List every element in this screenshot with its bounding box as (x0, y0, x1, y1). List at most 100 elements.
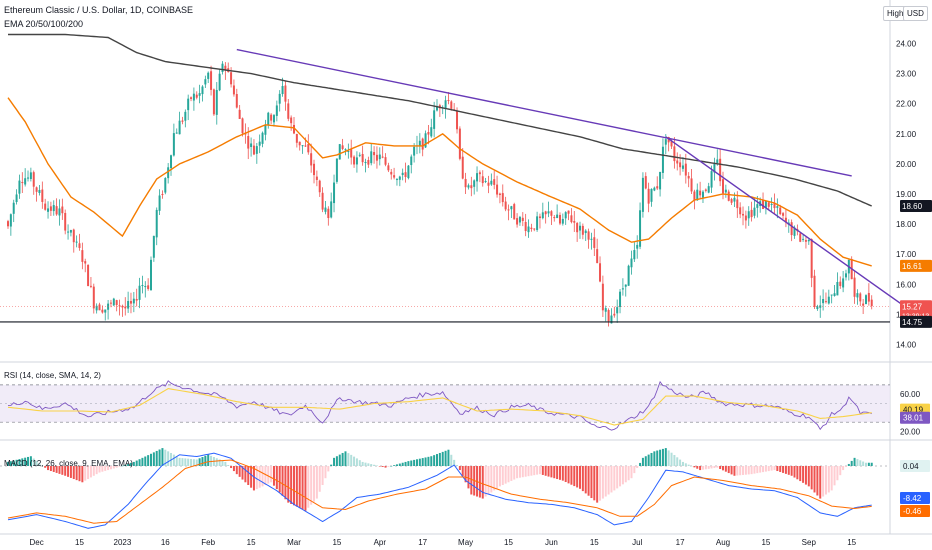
candle-up (579, 225, 581, 231)
macd-histogram-bar (195, 459, 198, 466)
candle-down (607, 310, 610, 322)
macd-histogram-bar (624, 466, 627, 483)
candle-down (736, 199, 739, 209)
time-tick-label: Jul (632, 538, 642, 547)
candle-up (398, 176, 401, 180)
macd-histogram-bar (272, 466, 275, 486)
time-tick-label: 15 (504, 538, 513, 547)
candle-up (473, 180, 476, 187)
rsi-label[interactable]: RSI (14, close, SMA, 14, 2) (4, 371, 101, 380)
macd-histogram-bar (581, 466, 584, 492)
macd-histogram-bar (190, 458, 193, 466)
candle-down (61, 206, 64, 214)
candle-down (72, 229, 75, 243)
macd-histogram-bar (298, 466, 301, 509)
macd-histogram-bar (192, 459, 195, 466)
candle-up (681, 165, 684, 169)
macd-histogram-bar (287, 466, 290, 503)
candle-down (684, 163, 687, 176)
candle-up (184, 111, 187, 121)
candle-up (756, 204, 759, 208)
macd-histogram-bar (496, 466, 499, 489)
macd-histogram-bar (35, 460, 38, 466)
candle-up (619, 291, 622, 307)
candle-down (224, 65, 227, 70)
candle-up (659, 171, 662, 190)
candle-down (321, 192, 324, 210)
macd-histogram-bar (89, 466, 92, 478)
macd-histogram-bar (353, 456, 356, 466)
candle-down (862, 303, 865, 306)
macd-histogram-bar (61, 466, 64, 475)
candle-up (624, 284, 627, 287)
candle-up (347, 151, 350, 153)
time-tick-label: Feb (201, 538, 215, 547)
candle-up (564, 212, 567, 219)
macd-histogram-bar (824, 466, 827, 495)
macd-value-tag (900, 492, 930, 504)
candle-down (521, 217, 524, 221)
candle-down (513, 204, 516, 220)
macd-histogram-bar (270, 466, 273, 483)
candle-up (281, 86, 284, 95)
macd-pane[interactable]: MACD (12, 26, close, 9, EMA, EMA) (0, 448, 890, 529)
candle-up (424, 133, 427, 148)
candle-up (836, 282, 839, 296)
macd-histogram-bar (521, 466, 524, 478)
candle-down (32, 172, 35, 187)
candle-down (596, 249, 599, 264)
macd-histogram-bar (207, 454, 210, 466)
candle-down (78, 243, 81, 248)
candle-down (470, 185, 473, 189)
candle-up (407, 165, 410, 179)
macd-histogram-bar (241, 466, 244, 480)
macd-histogram-bar (278, 466, 281, 493)
candle-down (750, 209, 753, 218)
candle-down (613, 313, 616, 316)
candle-down (742, 213, 745, 216)
ema-indicator-label[interactable]: EMA 20/50/100/200 (4, 19, 84, 29)
macd-histogram-bar (630, 466, 633, 479)
macd-histogram-bar (198, 458, 201, 466)
ema200-tag-label: 18.60 (902, 202, 923, 211)
price-pane[interactable] (0, 33, 904, 327)
currency-button[interactable]: USD (903, 6, 928, 21)
macd-histogram-bar (421, 458, 424, 466)
candle-up (776, 206, 779, 208)
macd-histogram-bar (710, 466, 713, 469)
candle-up (344, 149, 347, 151)
candle-down (487, 182, 490, 186)
macd-histogram-bar (9, 461, 12, 466)
candle-up (278, 93, 281, 104)
macd-histogram-bar (132, 461, 135, 466)
candle-up (258, 141, 261, 146)
macd-histogram-bar (550, 466, 553, 478)
candle-down (7, 221, 9, 227)
macd-histogram-bar (410, 460, 413, 466)
candle-down (498, 193, 501, 196)
macd-histogram-bar (764, 466, 767, 472)
macd-histogram-bar (836, 466, 839, 481)
candle-down (690, 178, 693, 192)
time-tick-label: Apr (374, 538, 387, 547)
macd-histogram-bar (722, 466, 724, 471)
trendline[interactable] (236, 48, 852, 177)
macd-label[interactable]: MACD (12, 26, close, 9, EMA, EMA) (4, 459, 133, 468)
candle-down (739, 207, 742, 215)
candle-down (679, 162, 682, 168)
candle-up (107, 303, 110, 310)
macd-histogram-bar (290, 466, 293, 504)
candle-up (47, 208, 50, 212)
macd-histogram-bar (693, 466, 696, 468)
macd-histogram-bar (724, 466, 727, 472)
macd-histogram-bar (447, 449, 450, 466)
rsi-pane[interactable]: RSI (14, close, SMA, 14, 2) (0, 371, 890, 431)
macd-histogram-bar (547, 466, 550, 477)
macd-histogram-bar (747, 466, 750, 475)
trendline[interactable] (665, 136, 904, 306)
price-axis-area (890, 0, 932, 550)
macd-histogram-bar (607, 466, 610, 495)
time-tick-label: 15 (847, 538, 856, 547)
macd-histogram-bar (221, 460, 224, 466)
